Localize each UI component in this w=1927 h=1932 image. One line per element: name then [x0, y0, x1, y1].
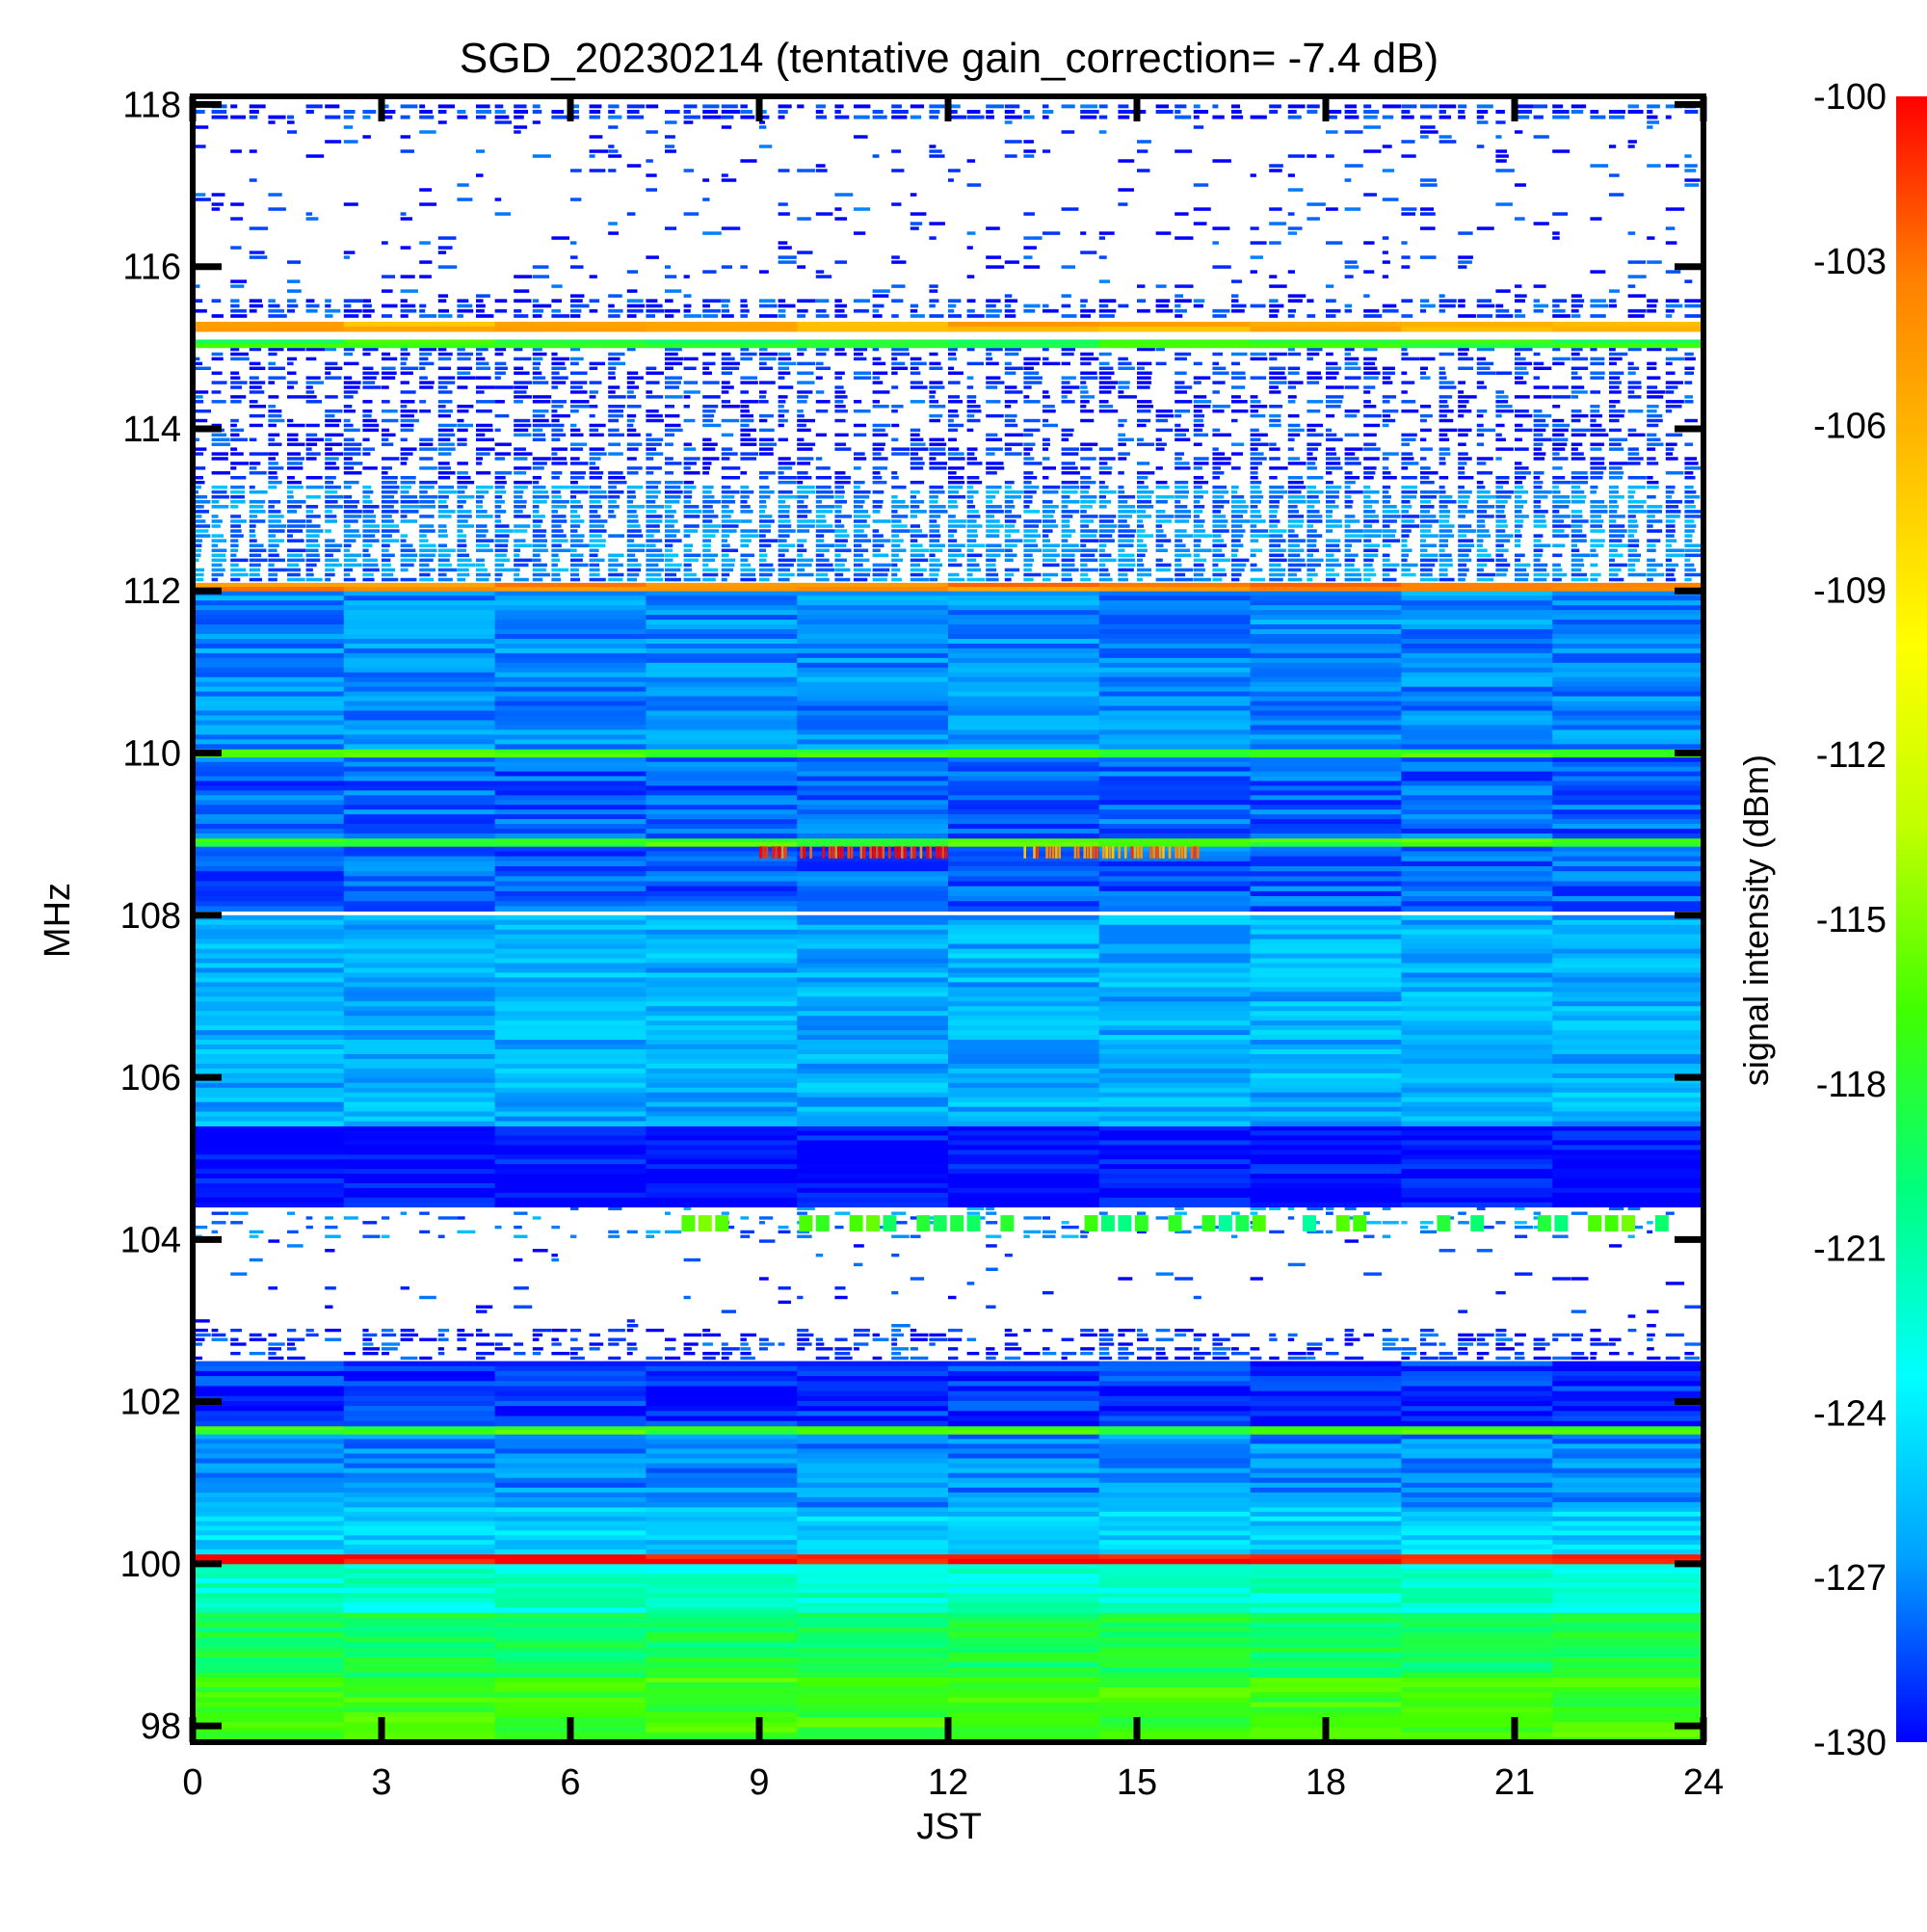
heatmap-band-11 [193, 1126, 1704, 1208]
colorbar-tick-label-8: -124 [1813, 1393, 1887, 1434]
heatmap-band-15 [193, 838, 1704, 847]
x-tick-label-6: 18 [1306, 1762, 1346, 1803]
x-tick-label-1: 3 [371, 1762, 391, 1803]
x-tick-label-2: 6 [560, 1762, 580, 1803]
colorbar-tick-label-7: -121 [1813, 1230, 1887, 1270]
x-tick-label-0: 0 [182, 1762, 202, 1803]
chart-title: SGD_20230214 (tentative gain_correction=… [460, 35, 1439, 82]
heatmap-band-16 [193, 757, 1704, 839]
y-tick-label-3: 104 [120, 1220, 181, 1260]
y-tick-label-10: 118 [122, 85, 181, 125]
colorbar: -100 -103 -106 -109 -112 -115 -118 -121 -124 -127… [1813, 77, 1927, 1763]
y-axis-label: MHz [38, 883, 78, 958]
x-axis-label: JST [916, 1807, 982, 1847]
colorbar-tick-label-2: -106 [1813, 407, 1887, 447]
heatmap-band-6 [193, 1426, 1704, 1435]
x-tick-label-7: 21 [1494, 1762, 1535, 1803]
y-tick-label-8: 114 [122, 410, 181, 450]
colorbar-tick-label-0: -100 [1813, 77, 1887, 118]
y-tick-label-7: 112 [122, 571, 181, 612]
y-tick-label-5: 108 [120, 896, 181, 937]
heatmap-band-17 [193, 749, 1704, 757]
colorbar-label: signal intensity (dBm) [1736, 754, 1776, 1086]
y-tick-label-6: 110 [122, 734, 181, 775]
colorbar-tick-label-4: -112 [1816, 735, 1887, 776]
x-tick-label-4: 12 [928, 1762, 968, 1803]
heatmap-band-23 [193, 322, 1704, 331]
colorbar-gradient [1896, 96, 1927, 1742]
heatmap-band-22 [193, 339, 1704, 348]
heatmap-band-7 [193, 1362, 1704, 1427]
y-tick-label-2: 102 [120, 1383, 181, 1423]
colorbar-tick-label-1: -103 [1813, 242, 1887, 282]
x-tick-label-3: 9 [749, 1762, 769, 1803]
colorbar-tick-label-10: -130 [1813, 1723, 1887, 1763]
colorbar-tick-label-9: -127 [1813, 1558, 1887, 1599]
heatmap-band-12 [193, 915, 1704, 1126]
colorbar-tick-label-5: -115 [1816, 900, 1887, 940]
y-tick-label-1: 100 [120, 1545, 181, 1585]
heatmap-band-5 [193, 1434, 1704, 1507]
heatmap-band-19 [193, 583, 1704, 592]
y-tick-label-0: 98 [141, 1707, 181, 1747]
plot-area [193, 96, 1704, 1742]
colorbar-tick-label-3: -109 [1813, 570, 1887, 611]
heatmap-band-1 [193, 1612, 1704, 1678]
heatmap-band-18 [193, 591, 1704, 749]
heatmap-band-4 [193, 1507, 1704, 1554]
y-tick-label-9: 116 [122, 248, 181, 288]
heatmap-band-3 [193, 1554, 1704, 1564]
y-tick-label-4: 106 [120, 1058, 181, 1098]
colorbar-tick-label-6: -118 [1816, 1065, 1887, 1105]
x-tick-label-5: 15 [1117, 1762, 1157, 1803]
x-tick-label-8: 24 [1683, 1762, 1724, 1803]
heatmap-band-2 [193, 1564, 1704, 1613]
heatmap-band-14 [193, 846, 1704, 912]
